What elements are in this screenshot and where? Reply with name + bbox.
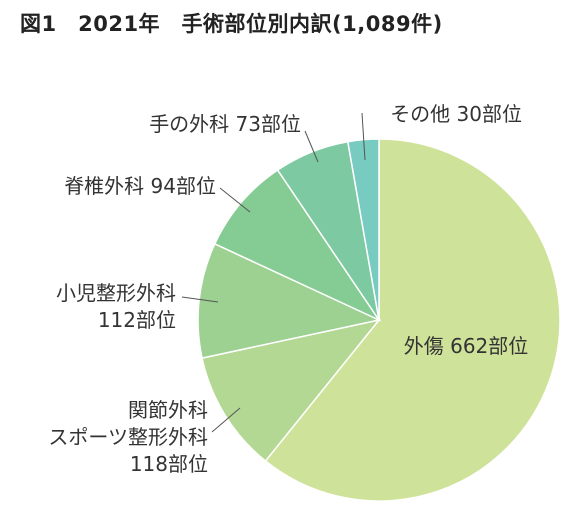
pie-slice-2 bbox=[201, 318, 381, 463]
pie-slice-3 bbox=[197, 242, 382, 359]
leader-line-2 bbox=[211, 407, 241, 433]
leader-line-4 bbox=[219, 187, 251, 213]
slice-label-line: その他 30部位 bbox=[390, 102, 522, 126]
pie-slice-1 bbox=[264, 138, 561, 502]
slice-label-3: 小児整形外科 112部位 bbox=[56, 281, 176, 332]
leader-line-6 bbox=[361, 112, 366, 161]
slice-label-line: スポーツ整形外科 bbox=[48, 425, 208, 449]
slice-label-4: 脊椎外科 94部位 bbox=[64, 174, 216, 198]
slice-label-5: 手の外科 73部位 bbox=[149, 112, 301, 136]
slice-label-2: 関節外科スポーツ整形外科 118部位 bbox=[48, 398, 208, 476]
slice-label-line: 手の外科 73部位 bbox=[149, 112, 301, 136]
slice-label-line: 118部位 bbox=[130, 452, 208, 476]
leader-line-3 bbox=[181, 296, 219, 303]
slice-label-line: 脊椎外科 94部位 bbox=[64, 174, 216, 198]
leader-line-5 bbox=[304, 130, 319, 163]
pie-slice-4 bbox=[213, 168, 382, 322]
slice-label-6: その他 30部位 bbox=[390, 102, 522, 126]
slice-label-1: 外傷 662部位 bbox=[404, 334, 529, 358]
slice-label-line: 関節外科 bbox=[128, 398, 208, 422]
slice-label-line: 外傷 662部位 bbox=[404, 334, 529, 358]
slice-label-line: 小児整形外科 bbox=[56, 281, 176, 305]
chart-title: 図1 2021年 手術部位別内訳(1,089件) bbox=[20, 12, 443, 36]
slice-label-line: 112部位 bbox=[98, 308, 176, 332]
